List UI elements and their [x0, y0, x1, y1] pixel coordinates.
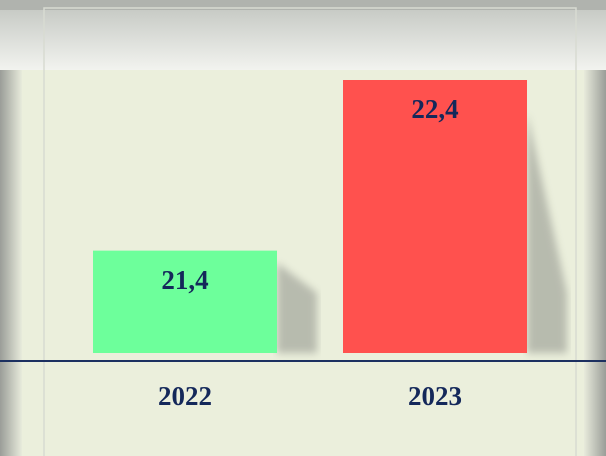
inner-frame — [43, 7, 577, 456]
bar — [93, 250, 277, 353]
x-tick-label: 2022 — [158, 381, 212, 411]
bar-shadow — [277, 262, 317, 353]
header-band — [0, 10, 606, 70]
value-label: 22,4 — [411, 94, 458, 124]
frame-right — [584, 70, 606, 456]
value-label: 21,4 — [161, 265, 208, 295]
x-tick-label: 2023 — [408, 381, 462, 411]
bar — [343, 80, 527, 353]
bar-shadow — [527, 112, 567, 353]
frame-left — [0, 70, 22, 456]
frame-top — [0, 0, 606, 10]
